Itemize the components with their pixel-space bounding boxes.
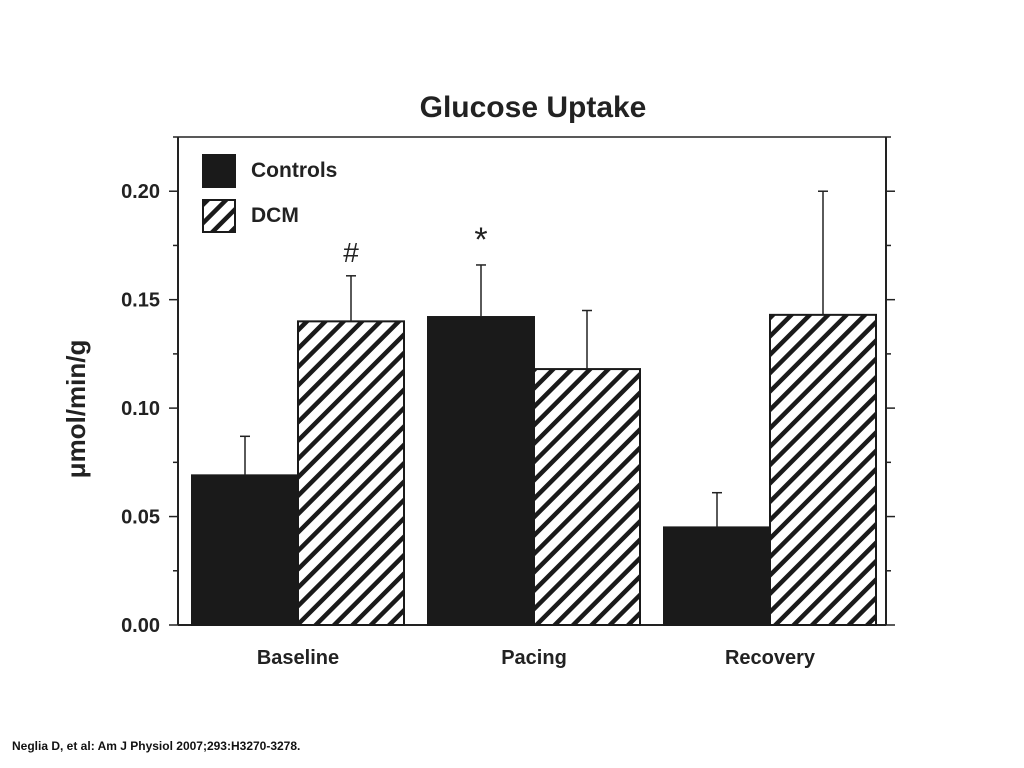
y-axis-label: μmol/min/g (61, 340, 91, 479)
x-tick-label: Pacing (501, 647, 567, 669)
plot-area: 0.00 0.05 0.10 0.15 0.20 Baseline Pacing Recove… (121, 136, 895, 669)
legend-label-dcm: DCM (251, 204, 299, 227)
bar-dcm-baseline (297, 320, 405, 626)
bar-controls-pacing (427, 316, 535, 626)
bar-dcm-recovery (769, 313, 877, 626)
significance-marker: * (474, 221, 487, 259)
y-tick-label: 0.05 (121, 507, 160, 529)
y-tick-label: 0.10 (121, 398, 160, 420)
chart-title: Glucose Uptake (420, 91, 647, 124)
y-tick-label: 0.15 (121, 290, 160, 312)
x-tick-label: Recovery (725, 647, 816, 669)
legend-swatch-controls (202, 154, 236, 188)
citation: Neglia D, et al: Am J Physiol 2007;293:H… (12, 739, 301, 753)
bar-dcm-pacing (533, 368, 641, 626)
legend-swatch-dcm (202, 199, 236, 233)
significance-marker: # (343, 237, 359, 268)
y-tick-label: 0.00 (121, 615, 160, 637)
legend-label-controls: Controls (251, 159, 337, 182)
chart: Glucose Uptake μmol/min/g 0.000.050.100.… (61, 91, 895, 669)
x-tick-label: Baseline (257, 647, 339, 669)
bar-controls-baseline (191, 474, 299, 627)
y-tick-label: 0.20 (121, 181, 160, 203)
bar-controls-recovery (663, 526, 771, 627)
